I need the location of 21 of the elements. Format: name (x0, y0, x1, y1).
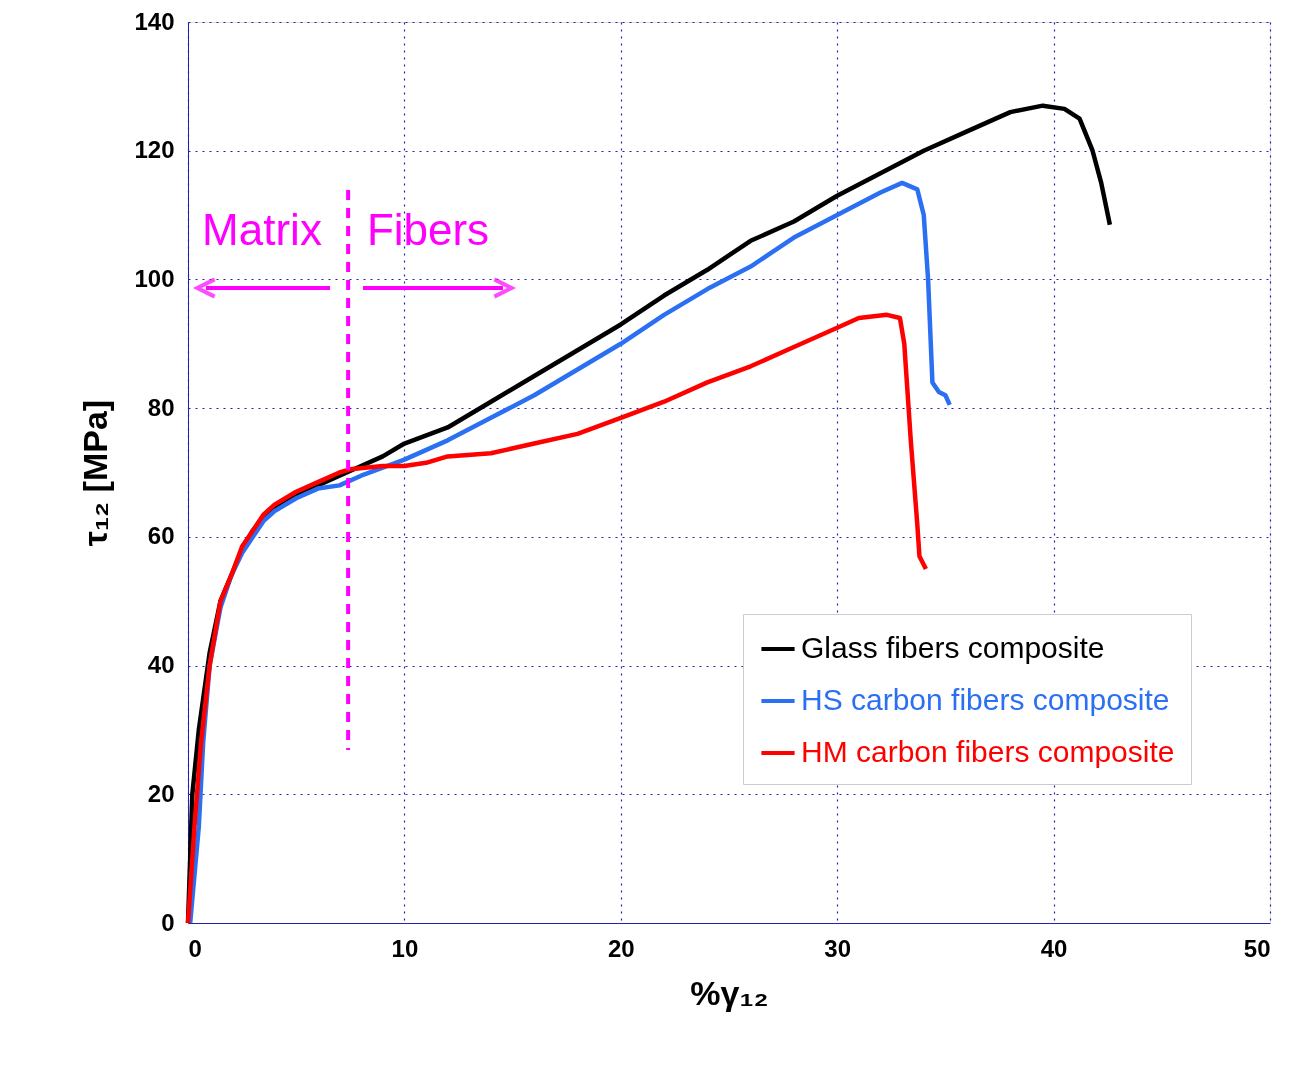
y-tick-label: 0 (161, 908, 175, 936)
y-tick-label: 120 (134, 136, 175, 164)
annotation: Matrix (202, 205, 322, 254)
x-tick-label: 20 (607, 934, 635, 962)
y-tick-label: 80 (147, 393, 175, 421)
x-axis-title: %γ₁₂ (690, 973, 769, 1012)
y-tick-label: 140 (134, 7, 175, 35)
y-axis-title: τ₁₂ [MPa] (76, 399, 115, 547)
y-tick-label: 60 (147, 522, 175, 550)
x-tick-label: 10 (391, 934, 419, 962)
legend-label: HS carbon fibers composite (801, 683, 1170, 716)
y-tick-label: 40 (147, 651, 175, 679)
x-tick-label: 50 (1243, 934, 1271, 962)
legend-label: HM carbon fibers composite (801, 735, 1175, 768)
y-tick-label: 20 (147, 779, 175, 807)
y-tick-label: 100 (134, 264, 175, 292)
annotation: Fibers (366, 205, 490, 254)
legend-label: Glass fibers composite (801, 631, 1105, 664)
x-tick-label: 30 (824, 934, 852, 962)
x-tick-label: 40 (1040, 934, 1068, 962)
x-tick-label: 0 (188, 934, 202, 962)
